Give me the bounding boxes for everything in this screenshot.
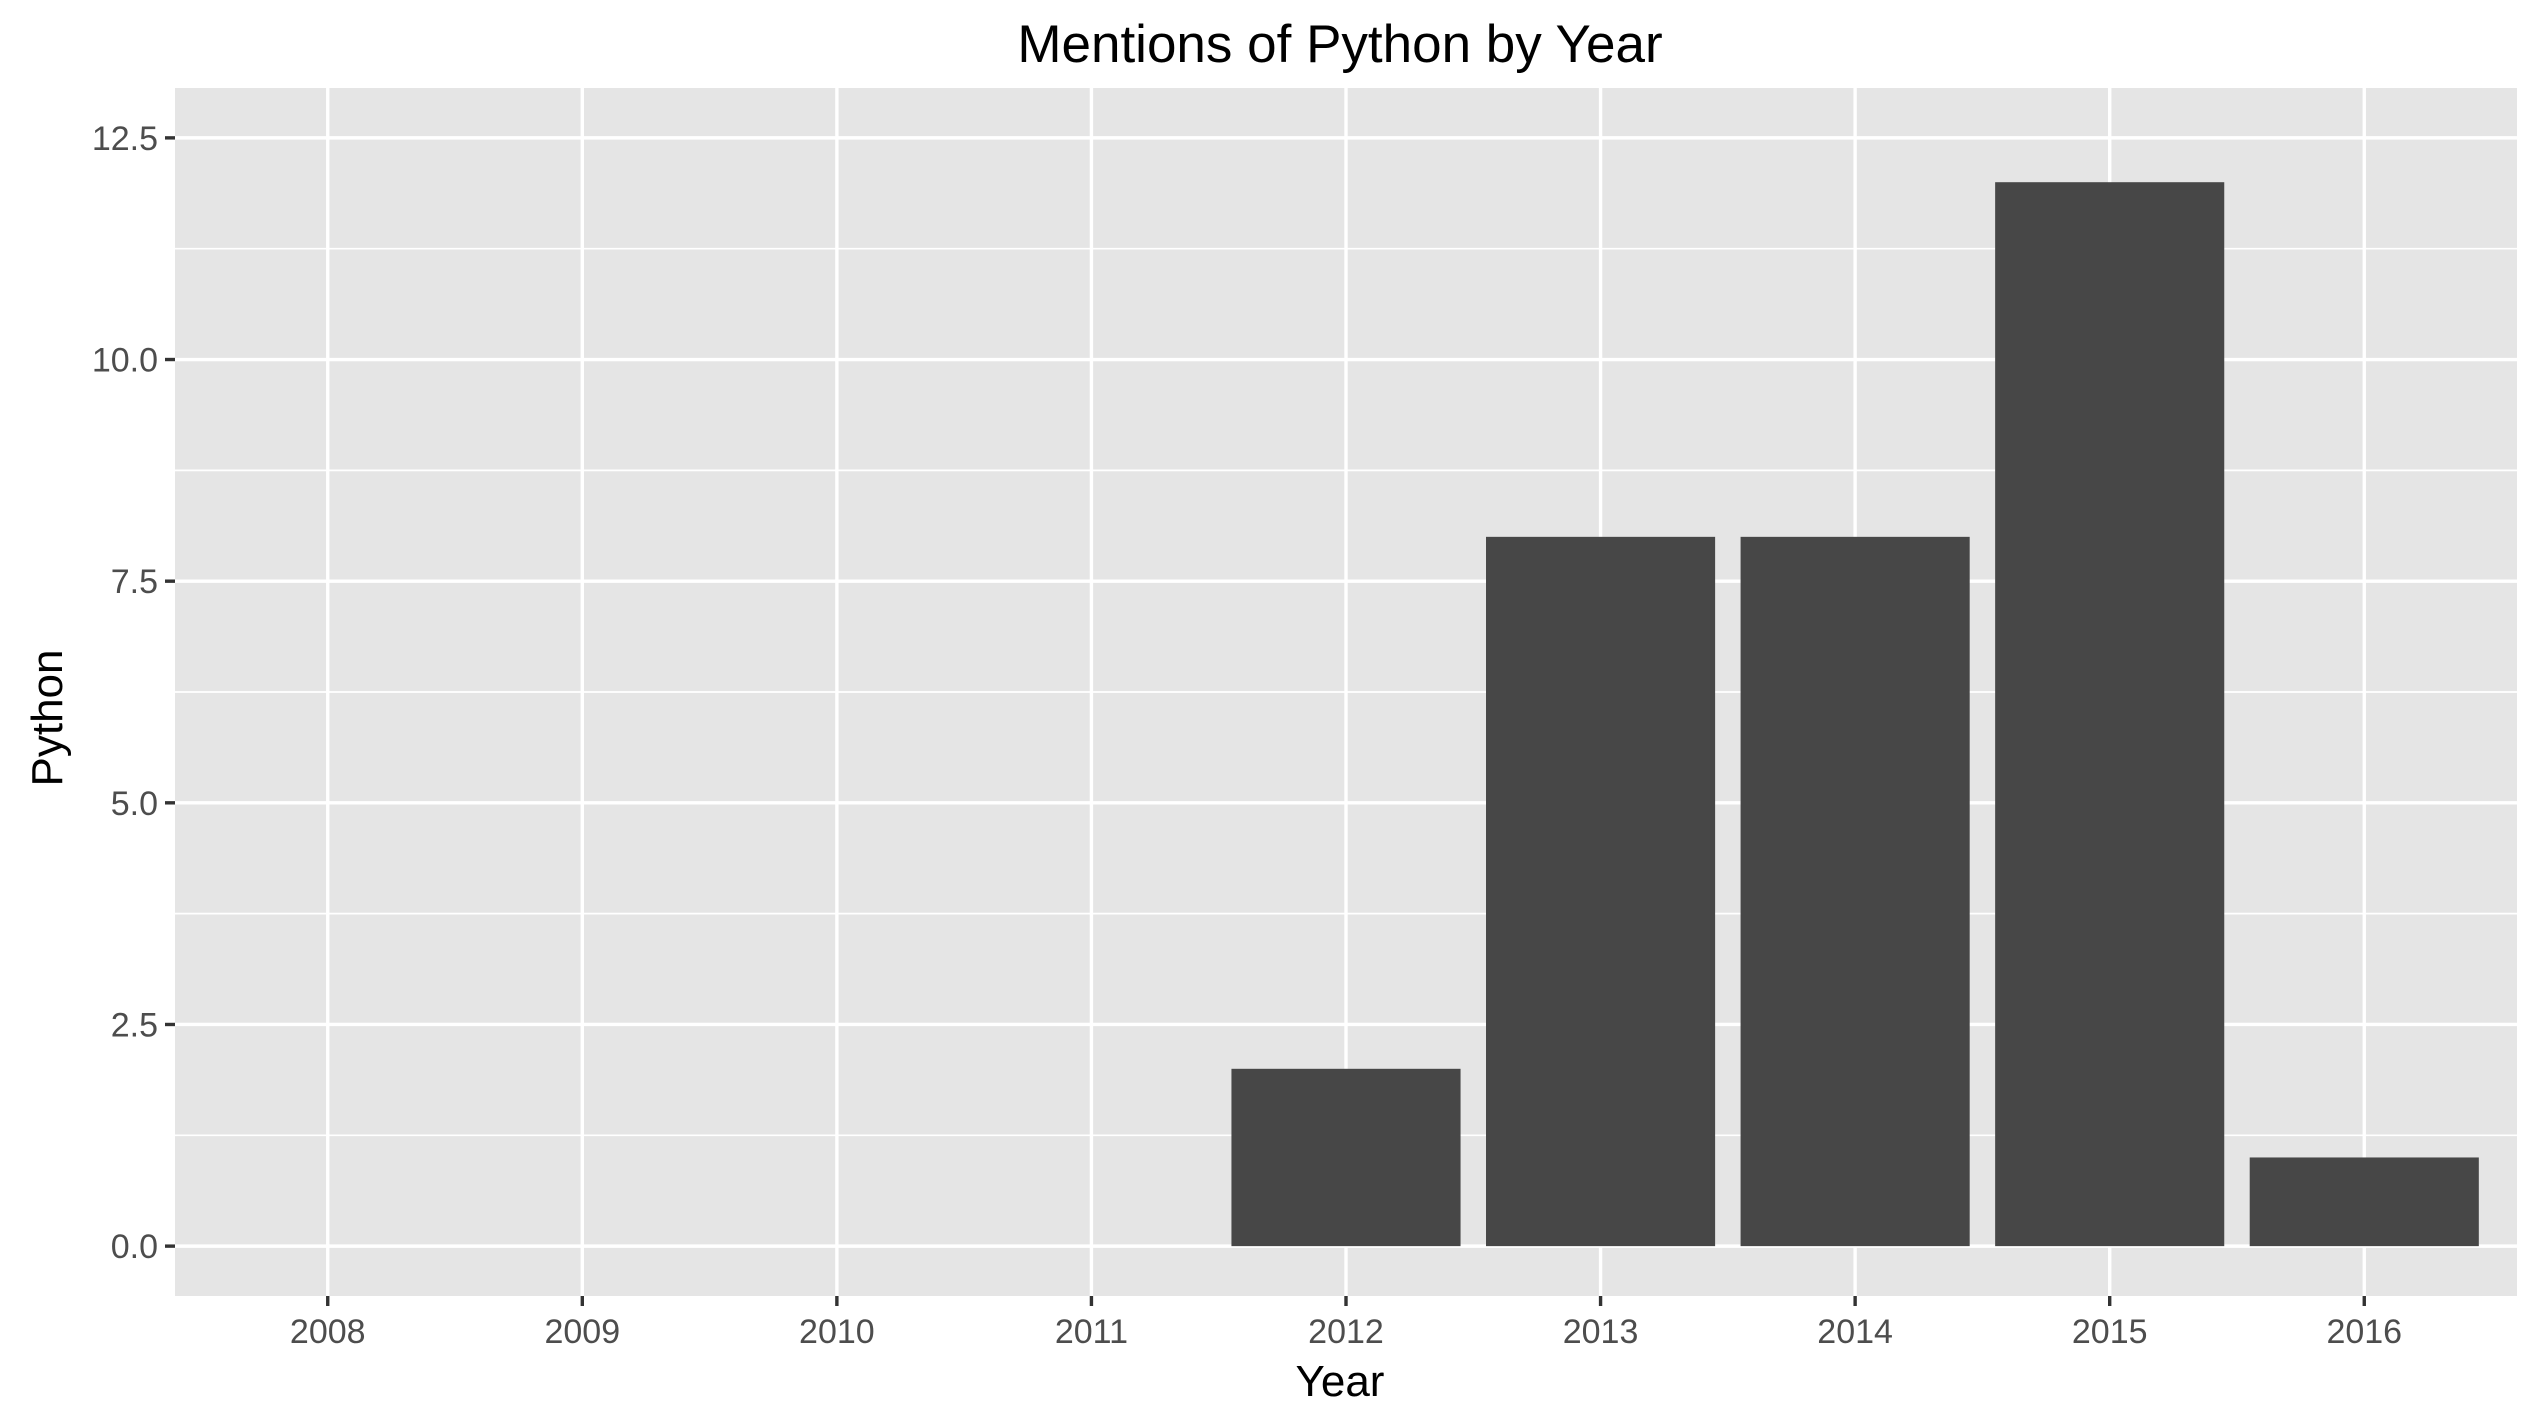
x-tick-label: 2008: [290, 1313, 366, 1351]
x-tick-label: 2009: [544, 1313, 620, 1351]
x-tick-label: 2013: [1563, 1313, 1639, 1351]
x-tick-label: 2015: [2072, 1313, 2148, 1351]
y-tick-label: 7.5: [111, 563, 158, 601]
x-tick-label: 2012: [1308, 1313, 1384, 1351]
bar: [1231, 1068, 1461, 1247]
bar: [2249, 1157, 2479, 1247]
x-tick-label: 2010: [799, 1313, 875, 1351]
x-tick-label: 2016: [2326, 1313, 2402, 1351]
bars: [1231, 182, 2479, 1247]
y-tick-label: 5.0: [111, 785, 158, 823]
y-tick-label: 0.0: [111, 1228, 158, 1266]
y-axis-title: Python: [23, 650, 72, 787]
y-axis: 0.0 2.5 5.0 7.5 10.0 12.5: [92, 120, 175, 1266]
chart-title: Mentions of Python by Year: [1017, 15, 1662, 74]
y-tick-label: 10.0: [92, 342, 158, 380]
bar: [1486, 536, 1716, 1247]
bar: [1740, 536, 1970, 1247]
y-tick-label: 2.5: [111, 1006, 158, 1044]
y-tick-label: 12.5: [92, 120, 158, 158]
bar: [1995, 182, 2225, 1247]
x-tick-label: 2011: [1055, 1313, 1128, 1351]
x-axis: 2008 2009 2010 2011 2012 2013 2014 2015 2016: [290, 1296, 2402, 1351]
x-axis-title: Year: [1296, 1357, 1385, 1406]
x-tick-label: 2014: [1817, 1313, 1893, 1351]
